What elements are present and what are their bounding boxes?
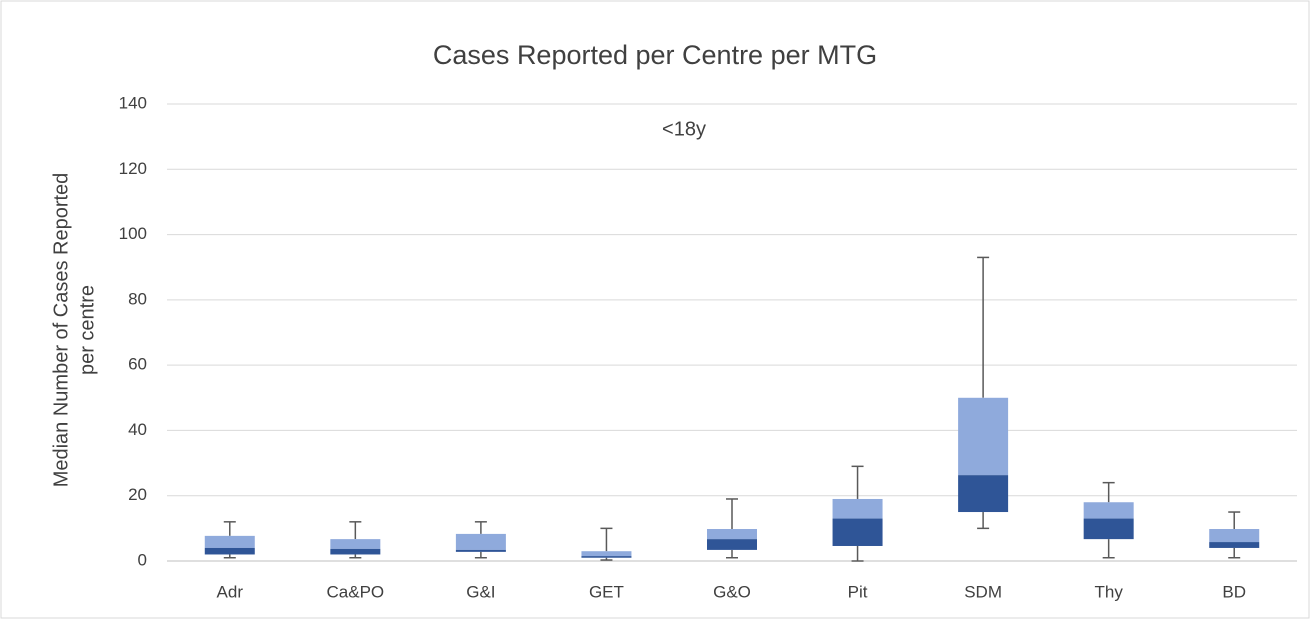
x-tick-label: GET xyxy=(589,582,624,601)
box-lower xyxy=(455,549,506,552)
y-tick-label: 120 xyxy=(119,159,147,178)
box-upper xyxy=(1209,529,1260,543)
y-tick-label: 20 xyxy=(128,485,147,504)
y-tick-label: 80 xyxy=(128,289,147,308)
x-tick-label: Adr xyxy=(217,582,244,601)
y-tick-label: 100 xyxy=(119,224,147,243)
box-lower xyxy=(204,547,255,555)
x-tick-label: BD xyxy=(1222,582,1246,601)
box-upper xyxy=(958,397,1009,476)
box-lower xyxy=(330,548,381,555)
x-tick-label: SDM xyxy=(964,582,1002,601)
box-lower xyxy=(581,556,632,558)
x-tick-label: G&O xyxy=(713,582,751,601)
x-tick-label: Thy xyxy=(1094,582,1123,601)
y-axis-label: Median Number of Cases Reported xyxy=(50,173,72,488)
box-upper xyxy=(455,533,506,550)
box-lower xyxy=(1209,542,1260,548)
box-upper xyxy=(204,535,255,548)
y-tick-label: 140 xyxy=(119,93,147,112)
box-upper xyxy=(581,551,632,557)
box-upper xyxy=(707,529,757,540)
box-upper xyxy=(832,498,883,519)
x-tick-label: Ca&PO xyxy=(327,582,385,601)
y-axis-label: per centre xyxy=(76,285,98,375)
box-lower xyxy=(1083,518,1134,540)
box-lower xyxy=(832,518,883,546)
box-upper xyxy=(1083,502,1134,519)
annotation: <18y xyxy=(662,118,706,140)
box-lower xyxy=(707,539,757,550)
y-tick-label: 60 xyxy=(128,355,147,374)
box-upper xyxy=(330,539,381,549)
y-tick-label: 0 xyxy=(138,550,147,569)
x-tick-label: G&I xyxy=(466,582,495,601)
box-lower xyxy=(958,475,1009,513)
y-tick-label: 40 xyxy=(128,420,147,439)
x-tick-label: Pit xyxy=(848,582,868,601)
chart-title: Cases Reported per Centre per MTG xyxy=(433,40,877,70)
